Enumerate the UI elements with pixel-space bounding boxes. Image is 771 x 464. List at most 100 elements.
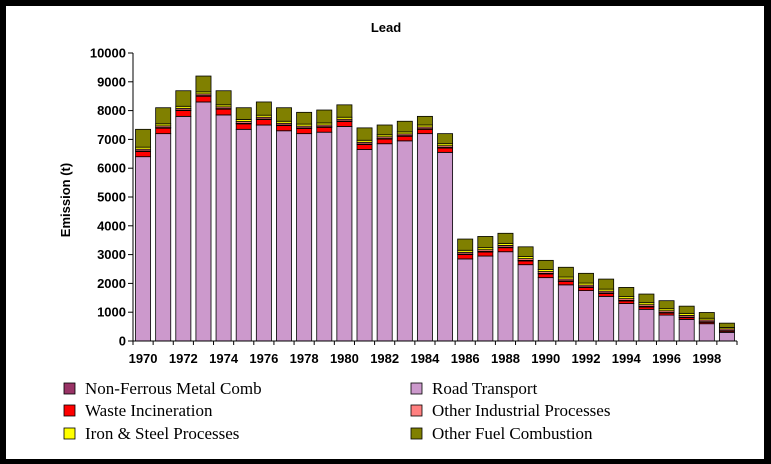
bar-segment: [215, 114, 232, 342]
bar-stack-1974: [215, 90, 232, 342]
bar-stack-1993: [598, 278, 615, 342]
bar-segment: [316, 131, 333, 342]
bar-segment: [215, 108, 232, 116]
bar-segment: [195, 101, 212, 342]
y-tick-label: 5000: [97, 190, 126, 205]
bar-segment: [457, 238, 474, 251]
y-tick-label: 10000: [90, 46, 126, 61]
x-tick-label: 1972: [169, 351, 198, 366]
bar-segment: [416, 115, 433, 126]
legend-label: Other Industrial Processes: [432, 401, 610, 420]
y-tick-label: 9000: [97, 74, 126, 89]
y-axis-label: Emission (t): [58, 163, 73, 237]
bar-segment: [698, 323, 715, 342]
bar-segment: [255, 119, 272, 126]
bar-stack-1990: [537, 259, 554, 342]
bar-segment: [135, 128, 152, 148]
bar-segment: [638, 293, 655, 304]
x-axis: 1970 1972 1974 1976 1978 1980 1982 1984 1986 1988…: [129, 340, 738, 366]
bar-segment: [135, 156, 152, 342]
bar-stack-1977: [276, 107, 292, 342]
bar-segment: [698, 312, 715, 319]
y-tick-label: 7000: [97, 132, 126, 147]
bar-segment: [457, 254, 474, 260]
bar-segment: [658, 300, 675, 310]
legend-item: Non-Ferrous Metal Comb: [63, 379, 262, 398]
bar-segment: [356, 144, 373, 150]
bar-segment: [316, 126, 333, 133]
bar-segment: [678, 305, 695, 314]
bar-stack-1986: [457, 238, 474, 342]
bar-segment: [477, 236, 494, 249]
bar-segment: [598, 293, 615, 297]
bar-stack-1975: [235, 107, 252, 342]
x-tick-label: 1976: [249, 351, 278, 366]
x-tick-label: 1988: [491, 351, 520, 366]
bar-segment: [437, 151, 454, 342]
x-tick-label: 1990: [531, 351, 560, 366]
x-tick-label: 1980: [330, 351, 359, 366]
bar-segment: [235, 107, 252, 120]
bar-segment: [296, 111, 313, 125]
legend-label: Non-Ferrous Metal Comb: [85, 379, 262, 398]
bar-segment: [255, 124, 272, 342]
chart-frame: Lead Emission (t) 0 1000 2000 3000 4000 5000 6…: [5, 5, 765, 460]
bar-segment: [578, 287, 594, 292]
bar-stack-1995: [638, 293, 655, 342]
bar-stack-1988: [497, 232, 514, 342]
bar-segment: [235, 128, 252, 342]
x-tick-label: 1978: [290, 351, 319, 366]
bar-segment: [638, 308, 655, 342]
bar-stack-1982: [376, 124, 393, 342]
legend-item: Road Transport: [410, 379, 538, 398]
legend-swatch: [410, 382, 423, 395]
bar-segment: [618, 287, 635, 298]
bar-segment: [356, 149, 373, 342]
bar-segment: [537, 259, 554, 270]
bar-stack-1973: [195, 75, 212, 342]
bar-segment: [416, 133, 433, 342]
bar-stack-1984: [416, 115, 433, 342]
x-tick-label: 1974: [209, 351, 239, 366]
bar-segment: [517, 246, 534, 258]
bar-segment: [618, 303, 635, 342]
x-tick-label: 1992: [572, 351, 601, 366]
bar-stack-1972: [175, 90, 192, 342]
bar-segment: [718, 331, 735, 342]
bar-segment: [276, 107, 292, 122]
bar-segment: [175, 90, 192, 107]
bar-segment: [376, 143, 393, 342]
legend-item: Other Industrial Processes: [410, 401, 610, 420]
bar-segment: [175, 110, 192, 117]
x-tick-label: 1984: [410, 351, 440, 366]
legend-swatch: [63, 382, 76, 395]
bar-segment: [396, 140, 413, 342]
bar-segment: [175, 115, 192, 342]
legend-item: Iron & Steel Processes: [63, 424, 239, 443]
bar-segment: [497, 247, 514, 253]
bar-stack-1971: [155, 107, 172, 342]
legend-item: Waste Incineration: [63, 401, 213, 420]
bar-segment: [195, 95, 212, 103]
bar-stack-1987: [477, 236, 494, 342]
y-axis: 0 1000 2000 3000 4000 5000 6000 7000 8000 9000 100…: [90, 46, 134, 349]
legend-label: Other Fuel Combustion: [432, 424, 593, 443]
bar-stack-1980: [336, 104, 353, 342]
bar-stack-1983: [396, 120, 413, 342]
bar-segment: [155, 133, 172, 342]
bar-segment: [457, 258, 474, 342]
y-tick-label: 4000: [97, 218, 126, 233]
bar-series: [135, 75, 735, 342]
legend-swatch: [63, 427, 76, 440]
bar-segment: [578, 290, 594, 342]
bar-segment: [376, 138, 393, 145]
bar-segment: [296, 128, 313, 135]
bar-segment: [497, 232, 514, 244]
x-tick-label: 1998: [692, 351, 721, 366]
legend-swatch: [410, 404, 423, 417]
x-tick-label: 1996: [652, 351, 681, 366]
bar-segment: [336, 121, 353, 127]
legend: Non-Ferrous Metal Comb Road Transport Wast…: [63, 379, 610, 443]
legend-swatch: [410, 427, 423, 440]
bar-segment: [437, 147, 454, 153]
